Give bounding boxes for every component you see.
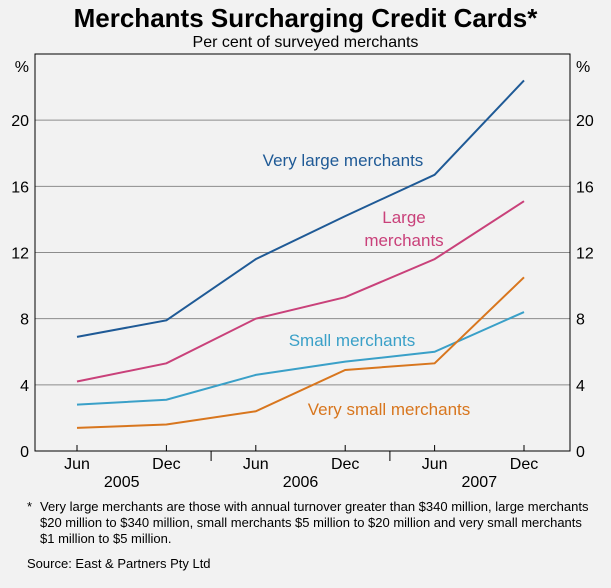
x-tick-label: Jun xyxy=(64,456,90,473)
y-tick-label-left: 16 xyxy=(11,179,29,196)
series-label-small: Small merchants xyxy=(289,331,416,350)
line-chart: Very large merchants Large merchants Sma… xyxy=(11,53,594,491)
x-tick-label: Jun xyxy=(422,456,448,473)
series-label-very-large: Very large merchants xyxy=(263,151,424,170)
axis-labels: 0 0 4 4 8 8 12 12 16 16 20 20% % Jun Dec Jun Dec Jun Dec 20… xyxy=(11,59,594,491)
chart-title: Merchants Surcharging Credit Cards* xyxy=(73,3,538,33)
series-line-very-small xyxy=(76,276,525,429)
x-tick-label: Dec xyxy=(510,456,538,473)
series-lines xyxy=(76,79,525,429)
y-tick-label-right: 8 xyxy=(576,312,585,329)
y-tick-label-right: 16 xyxy=(576,179,594,196)
x-tick-label: Dec xyxy=(331,456,359,473)
series-label-large-line1: Large xyxy=(382,208,425,227)
series-line-small xyxy=(76,311,525,406)
x-year-label: 2006 xyxy=(283,474,319,491)
axis-ticks xyxy=(76,445,525,461)
series-label-very-small: Very small merchants xyxy=(308,400,471,419)
y-tick-label-left: 8 xyxy=(20,312,29,329)
y-tick-label-left: 0 xyxy=(20,444,29,461)
footnote: * Very large merchants are those with an… xyxy=(27,499,597,547)
y-tick-label-right: 20 xyxy=(576,113,594,130)
x-tick-label: Jun xyxy=(243,456,269,473)
y-tick-label-left: 12 xyxy=(11,246,29,263)
chart-subtitle: Per cent of surveyed merchants xyxy=(192,34,419,51)
footnote-text: Very large merchants are those with annu… xyxy=(40,499,589,546)
x-year-label: 2005 xyxy=(104,474,140,491)
x-tick-label: Dec xyxy=(152,456,180,473)
y-tick-label-right: 0 xyxy=(576,444,585,461)
source-note: Source: East & Partners Pty Ltd xyxy=(27,556,211,571)
footnote-marker: * xyxy=(27,499,33,514)
x-year-label: 2007 xyxy=(462,474,498,491)
y-tick-label-left: 4 xyxy=(20,378,29,395)
y-unit-label-left: % xyxy=(15,59,29,76)
y-tick-label-left: 20 xyxy=(11,113,29,130)
y-tick-label-right: 12 xyxy=(576,246,594,263)
series-line-very-large xyxy=(76,79,525,338)
plot-frame xyxy=(34,53,571,452)
y-unit-label-right: % xyxy=(576,59,590,76)
y-tick-label-right: 4 xyxy=(576,378,585,395)
series-line-large xyxy=(76,200,525,383)
series-label-large-line2: merchants xyxy=(364,231,443,250)
series-labels: Very large merchants Large merchants Sma… xyxy=(263,151,471,419)
